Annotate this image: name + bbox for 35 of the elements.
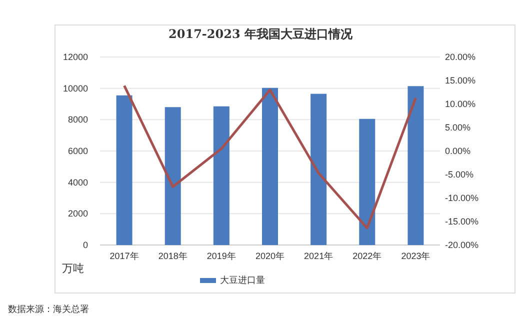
y-tick-label: 0 xyxy=(82,240,88,250)
y-tick-label: 2000 xyxy=(68,208,88,219)
y2-tick-label: -15.00% xyxy=(445,216,479,226)
chart-title: 2017-2023 年我国大豆进口情况 xyxy=(168,27,354,41)
x-tick-label: 2021年 xyxy=(304,251,334,261)
x-tick-label: 2017年 xyxy=(110,251,139,261)
line-series xyxy=(123,84,417,230)
y2-tick-label: -10.00% xyxy=(445,193,479,203)
y2-tick-label: 0.00% xyxy=(445,146,471,156)
y-tick-label: 6000 xyxy=(68,146,88,156)
x-tick-label: 2020年 xyxy=(255,251,285,261)
bar xyxy=(262,88,278,245)
bar xyxy=(408,86,424,245)
bar xyxy=(164,107,181,245)
bar xyxy=(116,95,132,245)
legend-label: 大豆进口量 xyxy=(220,275,265,285)
y-axis-title: 万吨 xyxy=(62,262,84,275)
bar xyxy=(359,118,376,245)
y2-tick-label: -5.00% xyxy=(445,170,474,180)
x-tick-label: 2019年 xyxy=(206,251,236,261)
y-tick-label: 4000 xyxy=(68,177,88,188)
x-tick-label: 2023年 xyxy=(401,251,430,261)
bar xyxy=(213,106,230,245)
x-tick-label: 2018年 xyxy=(158,251,188,261)
x-tick-label: 2022年 xyxy=(352,251,382,261)
bar xyxy=(310,94,327,245)
y2-tick-label: 10.00% xyxy=(445,99,476,109)
y2-tick-label: 5.00% xyxy=(445,122,471,132)
y2-tick-label: 20.00% xyxy=(445,52,476,62)
source-note: 数据来源：海关总署 xyxy=(8,304,89,315)
y2-tick-label: -20.00% xyxy=(445,240,479,250)
y2-tick-label: 15.00% xyxy=(445,76,476,86)
y-tick-label: 12000 xyxy=(62,52,88,62)
y-tick-label: 8000 xyxy=(68,114,88,125)
y-tick-label: 10000 xyxy=(62,83,88,94)
